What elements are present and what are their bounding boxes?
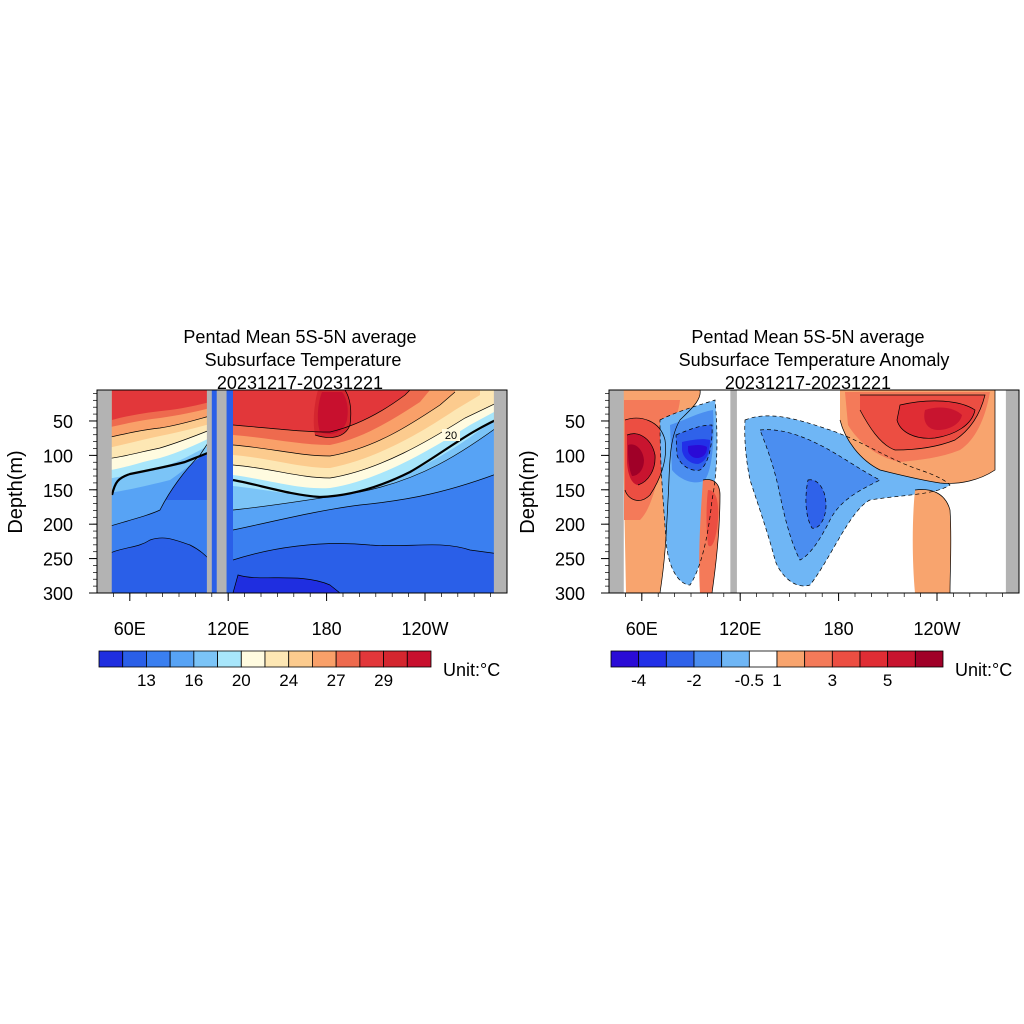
colorbar-swatch — [264, 650, 290, 668]
land-mask — [493, 390, 507, 593]
chart-title-line-1: Pentad Mean 5S-5N average — [691, 327, 924, 347]
x-tick-label: 120E — [207, 619, 249, 639]
y-tick-label: 50 — [53, 412, 73, 432]
colorbar-tick-label: 27 — [327, 671, 346, 690]
land-mask — [730, 390, 737, 593]
colorbar-tick-label: -0.5 — [735, 671, 764, 690]
y-tick-label: 200 — [43, 515, 73, 535]
temperature-field — [97, 390, 507, 593]
panel-anomaly: Pentad Mean 5S-5N average Subsurface Tem… — [517, 327, 1020, 690]
land-mask — [1005, 390, 1019, 593]
colorbar-swatch — [312, 650, 337, 668]
colorbar-swatch — [169, 650, 195, 668]
plot-frame — [608, 389, 1020, 594]
x-tick-label: 120W — [913, 619, 960, 639]
y-tick-label: 300 — [43, 584, 73, 604]
colorbar: 13 16 20 24 27 29 — [98, 650, 432, 690]
colorbar-swatch — [335, 650, 361, 668]
x-tick-label: 180 — [824, 619, 854, 639]
y-axis-label: Depth(m) — [5, 450, 27, 533]
land-mask — [609, 390, 624, 593]
chart-title-line-2: Subsurface Temperature Anomaly — [679, 350, 950, 370]
land-mask — [206, 390, 212, 593]
colorbar-swatch — [122, 650, 147, 668]
colorbar-tick-label: 16 — [184, 671, 203, 690]
x-tick-label: 60E — [626, 619, 658, 639]
y-tick-label: 250 — [555, 550, 585, 570]
colorbar-swatch — [914, 650, 944, 668]
chart-title-line-3: 20231217-20231221 — [217, 373, 383, 393]
y-tick-label: 300 — [555, 584, 585, 604]
colorbar-swatch — [383, 650, 408, 668]
colorbar-tick-label: 5 — [883, 671, 892, 690]
colorbar-tick-label: 1 — [772, 671, 781, 690]
y-tick-label: 100 — [43, 446, 73, 466]
y-tick-label: 100 — [555, 446, 585, 466]
y-tick-label: 50 — [565, 412, 585, 432]
colorbar-unit: Unit:°C — [443, 660, 500, 680]
colorbar-swatch — [193, 650, 218, 668]
land-masks — [97, 390, 507, 593]
panel-temperature: Pentad Mean 5S-5N average Subsurface Tem… — [5, 327, 508, 690]
contour-label-20: 20 — [445, 430, 457, 442]
colorbar-tick-label: 20 — [232, 671, 251, 690]
colorbar-swatch — [859, 650, 889, 668]
y-tick-label: 150 — [43, 481, 73, 501]
y-tick-label: 200 — [555, 515, 585, 535]
colorbar-tick-label: 29 — [374, 671, 393, 690]
colorbar-swatch — [804, 650, 833, 668]
colorbar-tick-label: -2 — [686, 671, 701, 690]
colorbar-swatch — [359, 650, 384, 668]
colorbar-tick-label: 3 — [828, 671, 837, 690]
land-masks — [609, 390, 1019, 593]
colorbar-swatch — [693, 650, 723, 668]
colorbar-tick-label: 24 — [279, 671, 298, 690]
y-tick-label: 250 — [43, 550, 73, 570]
x-tick-label: 120W — [401, 619, 448, 639]
colorbar-swatch — [638, 650, 667, 668]
colorbar-swatch — [887, 650, 916, 668]
land-mask — [216, 390, 227, 593]
colorbar-swatch — [721, 650, 750, 668]
axes: 50 100 150 200 250 300 60E 120E 180 120W — [43, 393, 491, 639]
axes: 50 100 150 200 250 300 60E 120E 180 120W — [555, 393, 1003, 639]
colorbar-swatch — [748, 650, 778, 668]
plot-frame — [96, 389, 508, 594]
colorbar-tick-label: -4 — [631, 671, 646, 690]
chart-title-line-1: Pentad Mean 5S-5N average — [183, 327, 416, 347]
chart-title-line-3: 20231217-20231221 — [725, 373, 891, 393]
colorbar-swatch — [406, 650, 432, 668]
colorbar-tick-label: 13 — [137, 671, 156, 690]
colorbar-swatch — [217, 650, 242, 668]
colorbar-swatch — [831, 650, 861, 668]
x-tick-label: 60E — [114, 619, 146, 639]
colorbar-swatch — [98, 650, 124, 668]
colorbar-swatch — [146, 650, 171, 668]
colorbar-swatch — [240, 650, 266, 668]
colorbar-swatch — [610, 650, 640, 668]
colorbar-swatch — [665, 650, 695, 668]
x-tick-label: 180 — [312, 619, 342, 639]
anomaly-field — [609, 390, 1019, 593]
land-mask — [97, 390, 112, 593]
x-tick-label: 120E — [719, 619, 761, 639]
colorbar: -4 -2 -0.5 1 3 5 — [610, 650, 944, 690]
y-axis-label: Depth(m) — [517, 450, 539, 533]
colorbar-swatch — [288, 650, 313, 668]
colorbar-swatch — [776, 650, 806, 668]
colorbar-unit: Unit:°C — [955, 660, 1012, 680]
y-tick-label: 150 — [555, 481, 585, 501]
chart-title-line-2: Subsurface Temperature — [205, 350, 402, 370]
